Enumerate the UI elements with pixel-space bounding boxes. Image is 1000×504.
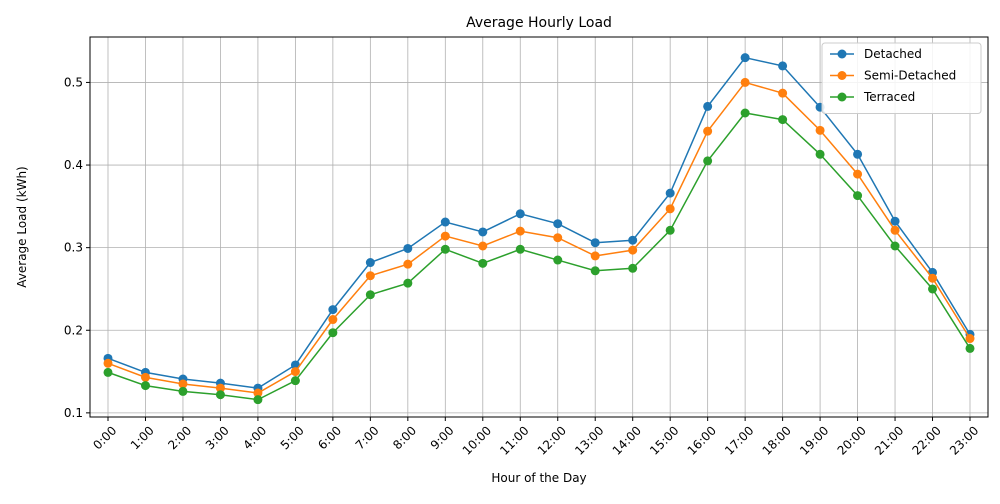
- data-point: [815, 149, 825, 159]
- legend-marker: [837, 92, 847, 102]
- data-point: [515, 209, 525, 219]
- data-point: [853, 169, 863, 179]
- data-point: [853, 191, 863, 201]
- chart-title: Average Hourly Load: [466, 15, 612, 31]
- data-point: [590, 251, 600, 261]
- data-point: [478, 241, 488, 251]
- data-point: [890, 225, 900, 235]
- data-point: [478, 258, 488, 268]
- x-axis-label: Hour of the Day: [491, 471, 586, 485]
- data-point: [890, 216, 900, 226]
- data-point: [365, 290, 375, 300]
- y-tick-label: 0.4: [64, 158, 83, 172]
- data-point: [478, 227, 488, 237]
- y-tick-label: 0.3: [64, 241, 83, 255]
- data-point: [703, 156, 713, 166]
- y-axis-label: Average Load (kWh): [15, 166, 29, 287]
- data-point: [515, 244, 525, 254]
- legend-label: Detached: [864, 47, 922, 61]
- data-point: [628, 263, 638, 273]
- data-point: [440, 244, 450, 254]
- series-line: [107, 112, 971, 401]
- data-point: [140, 381, 150, 391]
- data-point: [403, 243, 413, 253]
- legend-label: Terraced: [863, 90, 915, 104]
- legend: Detached Semi-Detached Terraced: [821, 42, 982, 114]
- data-point: [440, 231, 450, 241]
- data-point: [403, 278, 413, 288]
- data-point: [703, 126, 713, 136]
- data-point: [890, 241, 900, 251]
- data-point: [290, 367, 300, 377]
- data-point: [103, 367, 113, 377]
- data-point: [665, 188, 675, 198]
- y-tick-label: 0.1: [64, 406, 83, 420]
- data-point: [928, 284, 938, 294]
- data-point: [215, 390, 225, 400]
- data-point: [290, 376, 300, 386]
- data-point: [403, 259, 413, 269]
- data-point: [665, 204, 675, 214]
- data-point: [778, 115, 788, 125]
- data-point: [553, 233, 563, 243]
- series-layer: [103, 53, 975, 405]
- data-point: [328, 305, 338, 315]
- data-point: [440, 217, 450, 227]
- data-point: [103, 358, 113, 368]
- legend-marker: [837, 49, 847, 59]
- data-point: [628, 245, 638, 255]
- data-point: [140, 372, 150, 382]
- legend-box: [821, 42, 982, 114]
- data-point: [965, 343, 975, 353]
- data-point: [553, 219, 563, 229]
- data-point: [328, 328, 338, 338]
- data-point: [515, 226, 525, 236]
- data-point: [853, 149, 863, 159]
- data-point: [740, 77, 750, 87]
- legend-label: Semi-Detached: [864, 69, 956, 83]
- data-point: [365, 271, 375, 281]
- data-point: [628, 235, 638, 245]
- data-point: [178, 379, 188, 389]
- data-point: [815, 125, 825, 135]
- y-tick-label: 0.5: [64, 75, 83, 89]
- series-line: [107, 56, 971, 389]
- data-point: [215, 383, 225, 393]
- data-point: [553, 255, 563, 265]
- plot-frame: [89, 36, 989, 418]
- data-point: [590, 238, 600, 248]
- series-line: [107, 81, 971, 394]
- data-point: [703, 101, 713, 111]
- data-point: [740, 108, 750, 118]
- data-point: [365, 258, 375, 268]
- data-point: [590, 266, 600, 276]
- data-point: [253, 395, 263, 405]
- data-point: [778, 61, 788, 71]
- legend-marker: [837, 71, 847, 80]
- data-point: [778, 88, 788, 98]
- data-point: [928, 273, 938, 283]
- y-tick-label: 0.2: [64, 323, 83, 337]
- data-point: [740, 53, 750, 63]
- data-point: [965, 334, 975, 344]
- data-point: [253, 388, 263, 398]
- data-point: [178, 386, 188, 396]
- data-point: [665, 225, 675, 235]
- data-point: [328, 315, 338, 325]
